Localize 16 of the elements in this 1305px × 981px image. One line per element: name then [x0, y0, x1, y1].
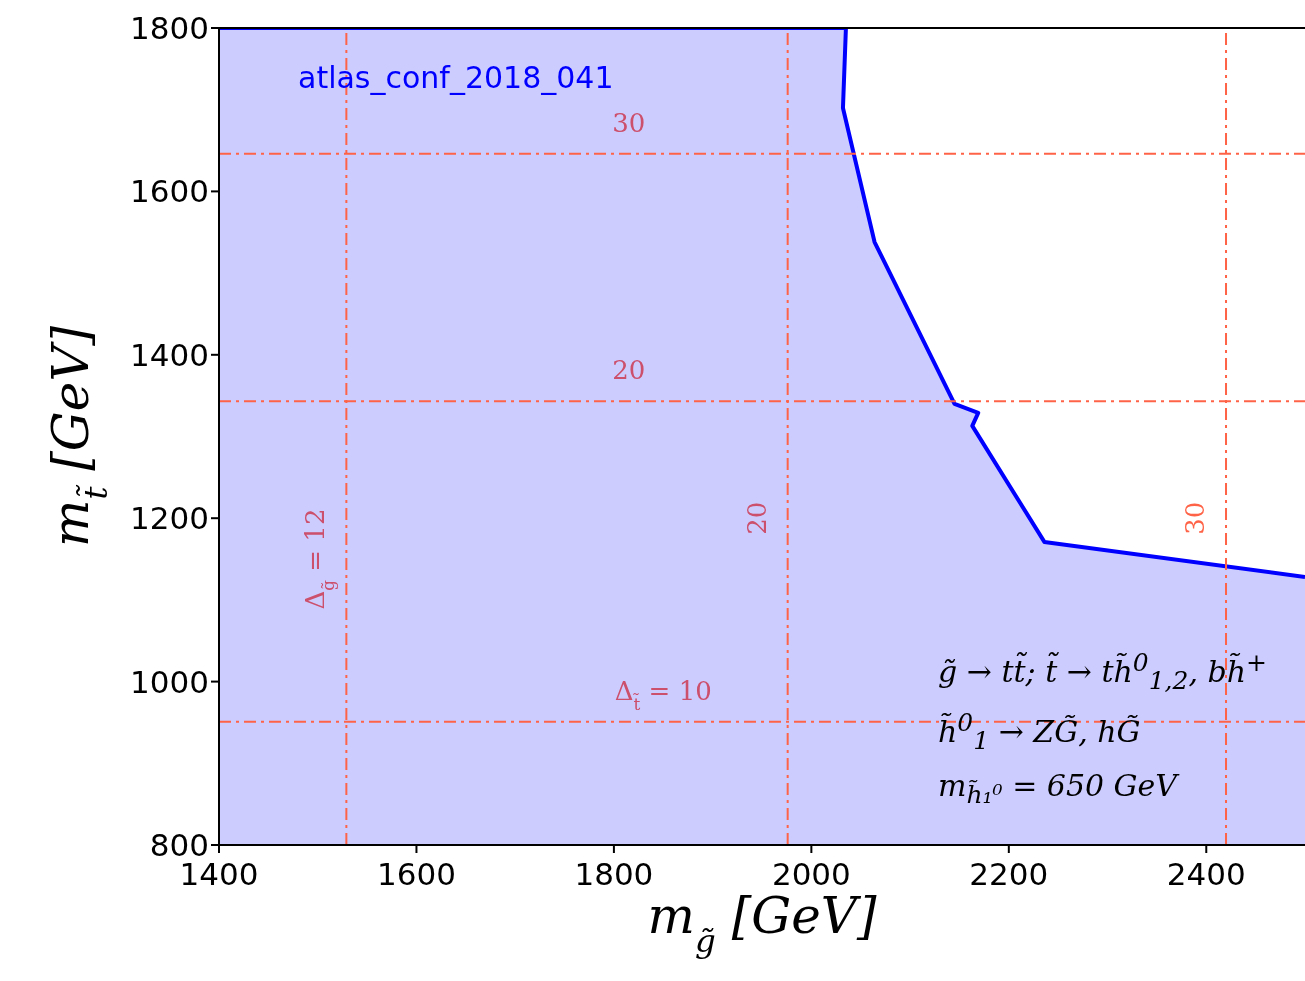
x-tick-label: 2200 [969, 856, 1049, 893]
annotation: g̃ → tt̃; t̃ → th̃$^{0}$$_{1,2}$, bh̃$^{+}$ [938, 648, 1268, 695]
annotation: 20 [741, 501, 772, 535]
y-tick-label: 1600 [130, 173, 209, 210]
x-tick-label: 2400 [1166, 856, 1246, 893]
y-tick-label: 1200 [130, 500, 209, 537]
y-tick-label: 1000 [130, 663, 209, 700]
x-tick-label: 1600 [377, 856, 456, 893]
annotation: 20 [612, 355, 646, 386]
annotation: 30 [612, 107, 646, 138]
annotation: 30 [1180, 501, 1211, 535]
annotation: Δ$_{t̃}$ = 10 [614, 675, 712, 714]
annotation: atlas_conf_2018_041 [298, 60, 614, 95]
y-tick-label: 1400 [130, 336, 209, 373]
annotation: h̃$^{0}$$_{1}$ → ZG̃, hG̃ [938, 708, 1141, 755]
y-tick-label: 1800 [130, 10, 209, 47]
